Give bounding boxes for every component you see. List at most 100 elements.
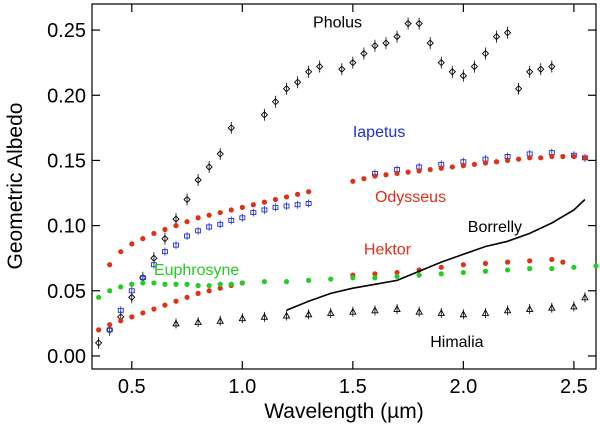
data-point-odysseus xyxy=(394,170,400,177)
data-point-odysseus xyxy=(516,156,522,162)
y-tick-label: 0.05 xyxy=(47,281,86,303)
data-point-pholus xyxy=(492,32,501,41)
data-point-himalia xyxy=(260,312,269,320)
data-point-euphrosyne xyxy=(107,288,113,294)
data-point-pholus xyxy=(371,42,379,50)
data-point-pholus xyxy=(161,235,169,243)
series-label-hektor: Hektor xyxy=(364,241,412,258)
data-point-euphrosyne xyxy=(239,280,245,286)
data-point-odysseus xyxy=(306,189,312,195)
data-point-odysseus xyxy=(493,159,500,165)
series-iapetus xyxy=(106,148,588,334)
x-axis-ticks: 0.5 1.0 1.5 2.0 2.5 xyxy=(118,4,588,398)
y-tick-label: 0.20 xyxy=(47,85,86,107)
series-pholus xyxy=(94,17,556,349)
data-point-hektor xyxy=(527,258,533,264)
data-point-euphrosyne xyxy=(394,273,400,280)
series-euphrosyne xyxy=(96,263,599,300)
data-point-hektor xyxy=(549,256,555,263)
data-point-euphrosyne xyxy=(217,281,223,287)
data-point-iapetus xyxy=(228,217,235,223)
y-tick-label: 0.10 xyxy=(47,216,86,238)
x-tick-label: 1.5 xyxy=(339,376,367,398)
data-point-pholus xyxy=(514,85,523,93)
y-tick-label: 0.25 xyxy=(47,20,86,42)
data-point-euphrosyne xyxy=(350,275,356,281)
data-point-pholus xyxy=(393,32,401,41)
data-point-pholus xyxy=(227,124,235,132)
data-point-iapetus xyxy=(305,200,312,206)
data-point-himalia xyxy=(282,311,291,319)
data-point-hektor xyxy=(460,262,466,268)
data-point-euphrosyne xyxy=(438,271,444,277)
data-point-iapetus xyxy=(250,210,257,216)
y-tick-label: 0.00 xyxy=(47,346,86,368)
data-point-euphrosyne xyxy=(96,294,102,300)
data-point-odysseus xyxy=(527,155,533,161)
data-point-himalia xyxy=(194,318,202,326)
data-point-pholus xyxy=(205,163,213,171)
data-point-hektor xyxy=(217,285,223,291)
data-point-euphrosyne xyxy=(527,266,533,272)
data-point-euphrosyne xyxy=(283,279,290,285)
data-point-himalia xyxy=(437,309,446,316)
data-point-odysseus xyxy=(294,191,301,197)
data-point-pholus xyxy=(481,49,490,58)
data-point-euphrosyne xyxy=(482,268,489,274)
data-point-pholus xyxy=(503,29,512,37)
data-point-hektor xyxy=(184,294,190,300)
data-point-euphrosyne xyxy=(206,282,212,289)
data-point-pholus xyxy=(415,19,423,28)
y-axis-title: Geometric Albedo xyxy=(4,103,27,270)
data-point-euphrosyne xyxy=(328,276,334,282)
data-point-himalia xyxy=(393,305,401,312)
data-point-iapetus xyxy=(128,288,135,294)
data-point-hektor xyxy=(394,269,400,276)
data-point-odysseus xyxy=(283,194,290,200)
data-point-iapetus xyxy=(294,202,301,208)
data-point-iapetus xyxy=(106,327,113,333)
x-tick-label: 1.0 xyxy=(228,376,256,398)
data-point-iapetus xyxy=(272,204,279,210)
data-point-odysseus xyxy=(250,202,256,208)
data-point-euphrosyne xyxy=(129,281,135,287)
data-point-hektor xyxy=(151,306,157,312)
data-point-odysseus xyxy=(438,165,444,171)
data-point-euphrosyne xyxy=(184,281,190,287)
data-point-euphrosyne xyxy=(162,281,168,287)
data-point-euphrosyne xyxy=(306,277,312,283)
data-point-pholus xyxy=(448,68,456,76)
data-point-pholus xyxy=(304,68,313,76)
data-point-odysseus xyxy=(383,172,389,178)
data-point-odysseus xyxy=(151,230,157,237)
data-point-odysseus xyxy=(582,155,588,161)
data-point-euphrosyne xyxy=(173,281,179,287)
data-point-odysseus xyxy=(129,241,135,247)
x-tick-label: 0.5 xyxy=(118,376,146,398)
data-point-pholus xyxy=(470,62,479,71)
data-point-odysseus xyxy=(416,168,422,174)
data-point-iapetus xyxy=(195,228,202,234)
data-point-pholus xyxy=(437,59,445,67)
data-point-odysseus xyxy=(405,169,411,175)
data-point-euphrosyne xyxy=(593,263,599,269)
series-line-borrelly xyxy=(286,198,586,312)
data-point-euphrosyne xyxy=(549,266,555,272)
series-label-iapetus: Iapetus xyxy=(353,124,405,141)
data-point-pholus xyxy=(349,59,357,67)
x-axis-title: Wavelength (µm) xyxy=(264,400,424,423)
data-point-pholus xyxy=(404,19,412,28)
data-point-odysseus xyxy=(228,207,234,213)
series-label-odysseus: Odysseus xyxy=(375,189,446,206)
data-point-hektor xyxy=(140,310,146,316)
data-point-hektor xyxy=(173,298,179,304)
data-point-odysseus xyxy=(372,173,378,179)
series-hektor xyxy=(96,256,566,333)
data-point-odysseus xyxy=(140,236,146,242)
data-point-hektor xyxy=(482,260,489,267)
data-point-pholus xyxy=(360,49,368,58)
data-point-hektor xyxy=(118,318,124,324)
series-layer xyxy=(94,17,599,349)
data-point-hektor xyxy=(560,259,566,265)
